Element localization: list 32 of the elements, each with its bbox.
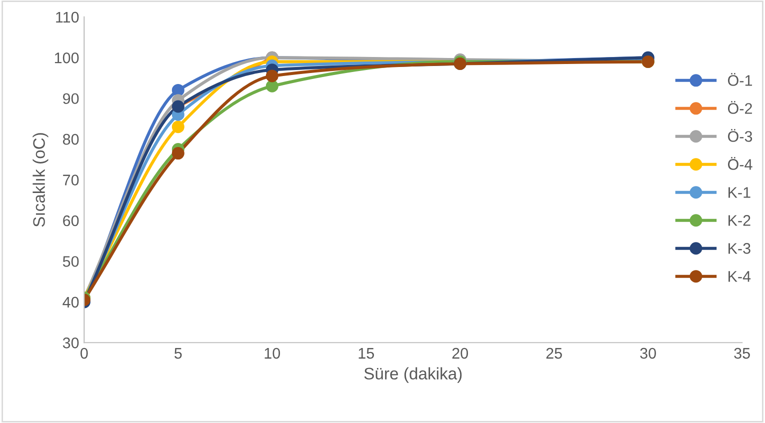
y-tick-label: 30 <box>62 338 79 348</box>
y-tick-label: 70 <box>63 174 79 186</box>
y-tick-label: 50 <box>62 256 79 267</box>
x-tick-label: 15 <box>358 348 374 359</box>
y-tick-label: 60 <box>63 215 79 226</box>
y-tick-label: 90 <box>63 93 79 104</box>
legend-label: K-3 <box>728 243 750 254</box>
legend-label: Ö-2 <box>728 100 752 114</box>
y-axis-title: Sıcaklık (oC) <box>32 133 48 227</box>
x-tick-label: 30 <box>640 348 656 359</box>
legend-label: K-2 <box>728 215 750 226</box>
x-axis-title: Süre (dakika) <box>364 367 462 383</box>
x-tick-label: 0 <box>80 348 88 359</box>
x-tick-label: 25 <box>546 348 562 359</box>
x-tick-label: 5 <box>174 348 182 359</box>
point <box>266 80 278 92</box>
y-tick-label: 80 <box>62 134 79 145</box>
point <box>172 84 184 96</box>
legend-label: K-4 <box>728 271 751 282</box>
y-tick-label: 110 <box>56 12 79 23</box>
point <box>172 120 184 134</box>
legend-label: Ö-4 <box>728 156 752 170</box>
x-tick-label: 10 <box>264 348 280 359</box>
y-tick-label: 40 <box>62 296 79 308</box>
legend-label: Ö-3 <box>728 128 752 142</box>
x-tick-label: 35 <box>734 348 750 359</box>
legend-label: K-1 <box>728 187 750 198</box>
x-tick-label: 20 <box>452 348 468 359</box>
legend-label: Ö-1 <box>728 72 752 86</box>
point <box>266 70 278 82</box>
y-tick-label: 100 <box>54 52 79 64</box>
point <box>172 147 184 160</box>
